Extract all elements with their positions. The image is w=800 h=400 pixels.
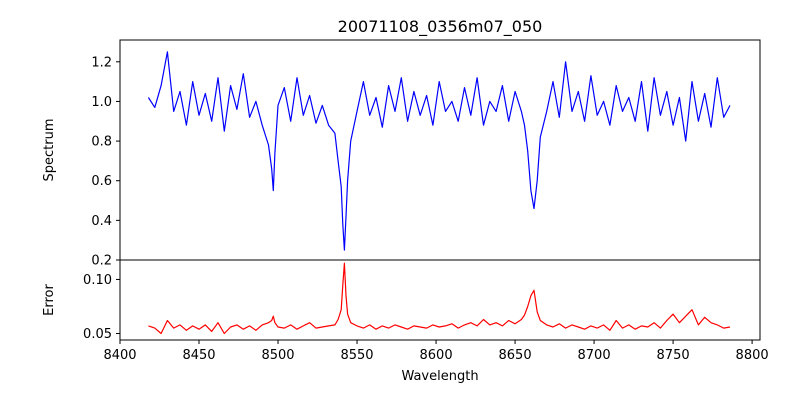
x-tick-label-6: 8700: [578, 348, 611, 363]
error-panel-frame: [119, 259, 761, 341]
x-tick-label-1: 8450: [182, 348, 215, 363]
error-y-tick-label-0: 0.05: [83, 327, 112, 342]
spectrum-y-ticks: 0.2 0.4 0.6 0.8 1.0 1.2: [91, 55, 120, 269]
x-tick-label-5: 8650: [499, 348, 532, 363]
spectrum-y-tick-label-1: 0.4: [91, 214, 112, 229]
x-tick-label-3: 8550: [340, 348, 373, 363]
error-series-group: [148, 262, 731, 335]
spectrum-line-0: [147, 51, 731, 251]
spectrum-panel: 0.2 0.4 0.6 0.8 1.0 1.2 Spectrum: [42, 39, 761, 269]
error-y-ticks: 0.05 0.10: [83, 273, 120, 342]
x-tick-label-8: 8800: [736, 348, 769, 363]
spectrum-y-tick-label-5: 1.2: [91, 55, 112, 70]
x-axis-label: Wavelength: [401, 369, 478, 384]
spectrum-series-group: [147, 51, 731, 251]
x-tick-label-7: 8750: [657, 348, 690, 363]
x-axis-ticks: 8400 8450 8500 8550 8600 8650 8700 8750 8800: [103, 340, 769, 363]
x-tick-label-2: 8500: [261, 348, 294, 363]
chart-title: 20071108_0356m07_050: [338, 17, 543, 37]
x-tick-label-0: 8400: [103, 348, 136, 363]
spectrum-y-tick-label-2: 0.6: [91, 174, 112, 189]
spectrum-y-tick-label-0: 0.2: [91, 254, 112, 269]
spectrum-y-tick-label-3: 0.8: [91, 135, 112, 150]
error-y-label: Error: [42, 284, 57, 316]
spectrum-y-label: Spectrum: [42, 119, 57, 182]
x-tick-label-4: 8600: [420, 348, 453, 363]
spectrum-y-tick-label-4: 1.0: [91, 95, 112, 110]
error-panel: 0.05 0.10 Error: [42, 259, 761, 342]
error-line-0: [148, 262, 731, 335]
spectrum-panel-frame: [119, 39, 761, 261]
error-y-tick-label-1: 0.10: [83, 273, 112, 288]
